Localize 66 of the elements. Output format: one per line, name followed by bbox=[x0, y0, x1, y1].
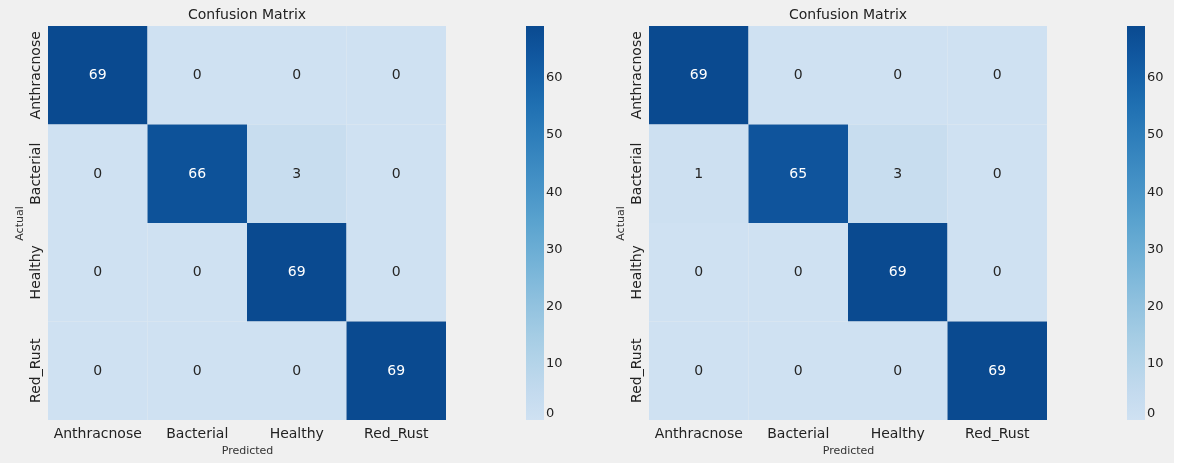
data-label: 3 bbox=[292, 164, 302, 181]
data-label: 0 bbox=[292, 66, 302, 83]
data-label: 3 bbox=[893, 164, 903, 181]
x-tick-label: Bacterial bbox=[166, 424, 229, 441]
color-bar-label: 30 bbox=[546, 240, 563, 256]
x-tick-label: Red_Rust bbox=[965, 424, 1030, 441]
data-label: 0 bbox=[992, 263, 1002, 280]
data-label: 65 bbox=[789, 164, 808, 181]
data-label: 0 bbox=[391, 66, 401, 83]
color-bar-label: 20 bbox=[546, 297, 563, 313]
chart-title: Confusion Matrix bbox=[187, 6, 307, 22]
data-label: 69 bbox=[988, 361, 1007, 378]
data-label: 0 bbox=[992, 164, 1002, 181]
data-label: 0 bbox=[391, 164, 401, 181]
data-label: 0 bbox=[192, 66, 202, 83]
data-label: 0 bbox=[992, 66, 1002, 83]
x-tick-label: Healthy bbox=[269, 424, 324, 441]
y-axis-title: Actual bbox=[613, 206, 627, 241]
y-tick-label: Bacterial bbox=[627, 142, 644, 205]
data-label: 0 bbox=[694, 263, 704, 280]
y-tick-label: Healthy bbox=[627, 245, 644, 300]
data-label: 69 bbox=[287, 263, 306, 280]
data-label: 0 bbox=[793, 66, 803, 83]
data-label: 1 bbox=[694, 164, 704, 181]
data-label: 66 bbox=[188, 164, 207, 181]
data-label: 69 bbox=[888, 263, 907, 280]
data-label: 0 bbox=[93, 361, 103, 378]
color-bar-label: 0 bbox=[1147, 405, 1156, 420]
x-tick-label: Red_Rust bbox=[364, 424, 429, 441]
x-tick-label: Anthracnose bbox=[654, 424, 743, 441]
color-bar-label: 60 bbox=[546, 69, 563, 85]
data-label: 0 bbox=[893, 66, 903, 83]
y-tick-label: Anthracnose bbox=[26, 31, 43, 120]
color-bar-label: 30 bbox=[1147, 240, 1164, 256]
data-label: 0 bbox=[93, 164, 103, 181]
data-label: 0 bbox=[292, 361, 302, 378]
color-bar-label: 40 bbox=[1147, 183, 1164, 199]
data-label: 0 bbox=[192, 361, 202, 378]
color-bar-label: 40 bbox=[546, 183, 563, 199]
x-tick-label: Anthracnose bbox=[53, 424, 142, 441]
color-bar-label: 50 bbox=[546, 126, 563, 142]
data-label: 0 bbox=[391, 263, 401, 280]
chart-title: Confusion Matrix bbox=[788, 6, 908, 22]
x-tick-label: Bacterial bbox=[767, 424, 830, 441]
y-tick-label: Bacterial bbox=[26, 142, 43, 205]
data-label: 0 bbox=[93, 263, 103, 280]
color-bar-label: 50 bbox=[1147, 126, 1164, 142]
data-label: 0 bbox=[793, 263, 803, 280]
x-axis-title: Predicted bbox=[822, 443, 875, 457]
y-axis-title: Actual bbox=[12, 206, 26, 241]
x-axis-title: Predicted bbox=[221, 443, 274, 457]
data-label: 0 bbox=[694, 361, 704, 378]
data-label: 69 bbox=[88, 66, 107, 83]
y-tick-label: Anthracnose bbox=[627, 31, 644, 120]
color-bar-label: 60 bbox=[1147, 69, 1164, 85]
color-bar-label: 10 bbox=[546, 354, 563, 370]
color-bar-label: 20 bbox=[1147, 297, 1164, 313]
y-tick-label: Healthy bbox=[26, 245, 43, 300]
data-label: 0 bbox=[192, 263, 202, 280]
color-bar-label: 0 bbox=[546, 405, 555, 420]
data-label: 69 bbox=[387, 361, 406, 378]
color-bar-label: 10 bbox=[1147, 354, 1164, 370]
data-label: 69 bbox=[689, 66, 708, 83]
data-label: 0 bbox=[793, 361, 803, 378]
data-label: 0 bbox=[893, 361, 903, 378]
x-tick-label: Healthy bbox=[870, 424, 925, 441]
